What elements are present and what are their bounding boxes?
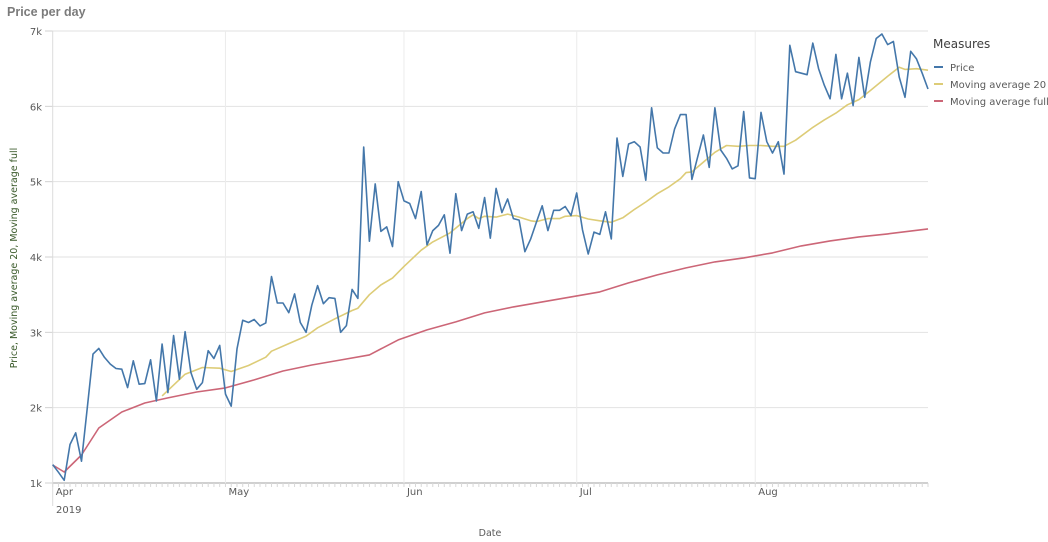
y-tick-label: 7k bbox=[30, 27, 42, 38]
y-tick-label: 6k bbox=[30, 102, 42, 113]
series-line-moving-average-20 bbox=[161, 66, 929, 397]
x-tick-label: Jul bbox=[579, 487, 592, 498]
series-line-moving-average-full bbox=[52, 228, 929, 473]
legend-title: Measures bbox=[933, 37, 990, 51]
legend-item[interactable]: Moving average full bbox=[950, 97, 1048, 108]
legend-item[interactable]: Price bbox=[950, 63, 974, 74]
y-tick-label: 3k bbox=[30, 328, 42, 339]
x-year-label: 2019 bbox=[56, 505, 81, 516]
chart-title: Price per day bbox=[7, 5, 86, 19]
x-tick-label: Aug bbox=[758, 487, 778, 498]
x-tick-label: Apr bbox=[56, 487, 74, 498]
series-line-price bbox=[52, 33, 929, 482]
x-axis-title: Date bbox=[479, 528, 502, 539]
y-tick-label: 4k bbox=[30, 253, 42, 264]
legend-item[interactable]: Moving average 20 bbox=[950, 80, 1046, 91]
y-axis-title: Price, Moving average 20, Moving average… bbox=[9, 148, 20, 369]
y-tick-label: 5k bbox=[30, 178, 42, 189]
y-tick-label: 2k bbox=[30, 404, 42, 415]
x-tick-label: Jun bbox=[406, 487, 423, 498]
x-tick-label: May bbox=[228, 487, 249, 498]
y-tick-label: 1k bbox=[30, 479, 42, 490]
